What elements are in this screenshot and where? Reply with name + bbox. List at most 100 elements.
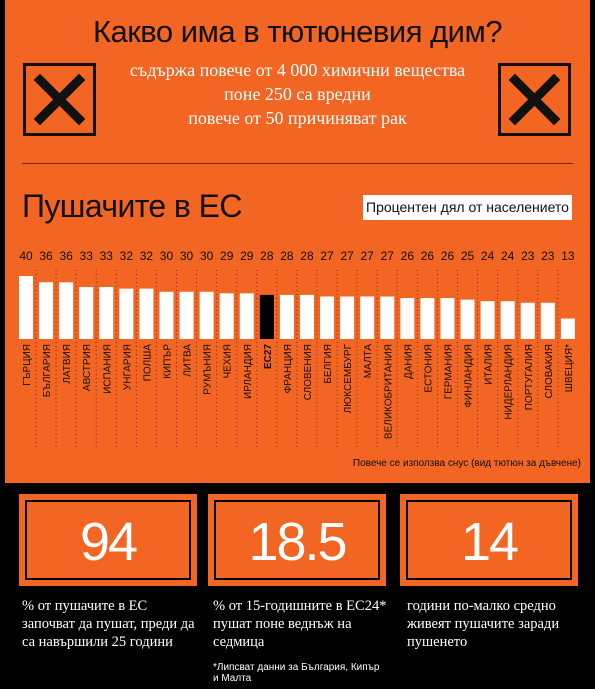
data-label: 28: [260, 249, 274, 263]
bar: [500, 301, 515, 339]
bar: [39, 282, 54, 339]
tick-label: ЛЮКСЕМБУРГ: [343, 343, 354, 413]
stat-value: 94: [79, 512, 138, 572]
data-label: 30: [200, 249, 214, 263]
data-label: 27: [361, 249, 375, 263]
data-label: 28: [280, 249, 294, 263]
tick-label: БЪЛГАРИЯ: [42, 344, 53, 397]
tick-label: ЛАТВИЯ: [62, 344, 73, 384]
bar-chart: 40 ГЪРЦИЯ 36 БЪЛГАРИЯ 36 ЛАТВИЯ 33 АВСТРИЯ 33 ИСП…: [19, 249, 575, 448]
bar: [560, 318, 575, 339]
bar: [219, 293, 234, 339]
stat-box-teen-smokers: 18.5: [208, 494, 386, 586]
tick-label: ПОРТУГАЛИЯ: [524, 344, 535, 410]
bar: [19, 276, 33, 339]
tick-label: ЕС27: [263, 344, 274, 369]
data-label: 26: [401, 249, 415, 263]
tick-label: ГЪРЦИЯ: [22, 344, 33, 386]
bar: [520, 302, 535, 339]
stat-value: 18.5: [248, 512, 347, 572]
stat-description: % от пушачите в ЕС започват да пушат, пр…: [22, 598, 195, 650]
page-title: Какво има в тютюневия дим?: [92, 14, 503, 49]
orange-panel: [5, 0, 590, 483]
fact-line: поне 250 са вредни: [224, 84, 371, 104]
data-label: 27: [340, 249, 354, 263]
data-label: 32: [140, 249, 154, 263]
stat-description: % от 15-годишните в ЕС24* пушат поне вед…: [213, 598, 387, 650]
data-label: 29: [220, 249, 234, 263]
tick-label: НИДЕРЛАНДИЯ: [504, 344, 515, 420]
bar: [159, 291, 174, 339]
bar: [420, 298, 435, 339]
data-label: 29: [240, 249, 254, 263]
tick-label: ФИНЛАНДИЯ: [464, 344, 475, 408]
tick-label: ФРАНЦИЯ: [283, 344, 294, 393]
bar: [119, 288, 134, 339]
stat-box-years-lost: 14: [400, 494, 578, 586]
tick-label: ИРЛАНДИЯ: [243, 344, 254, 399]
tick-label: ИТАЛИЯ: [484, 344, 495, 385]
tick-label: ГЕРМАНИЯ: [443, 344, 454, 399]
data-label: 26: [421, 249, 435, 263]
tick-label: РУМЪНИЯ: [203, 344, 214, 395]
chart-legend: Процентен дял от населението: [363, 195, 572, 220]
bar: [239, 293, 254, 339]
bar: [460, 299, 475, 339]
data-label: 26: [441, 249, 455, 263]
bar: [400, 298, 415, 339]
bar: [179, 291, 194, 339]
tick-label: АВСТРИЯ: [82, 344, 93, 391]
tick-label: ДАНИЯ: [403, 344, 414, 379]
data-label: 27: [381, 249, 395, 263]
data-label: 25: [461, 249, 475, 263]
bar: [139, 288, 154, 339]
data-label: 23: [541, 249, 555, 263]
data-label: 24: [481, 249, 495, 263]
data-label: 13: [561, 249, 575, 263]
bar: [320, 296, 335, 339]
data-label: 36: [39, 249, 53, 263]
tick-label: БЕЛГИЯ: [323, 344, 334, 384]
bar: [199, 291, 214, 339]
bar: [380, 296, 395, 339]
data-label: 40: [19, 249, 33, 263]
data-label: 30: [180, 249, 194, 263]
tick-label: УНГАРИЯ: [122, 344, 133, 390]
tick-label: МАЛТА: [363, 344, 374, 379]
data-label: 27: [320, 249, 334, 263]
tick-label: ЧЕХИЯ: [223, 344, 234, 378]
tick-label: СЛОВЕНИЯ: [303, 344, 314, 400]
bar: [540, 302, 555, 339]
divider: [22, 163, 573, 164]
data-label: 24: [501, 249, 515, 263]
hazard-x-icon: [498, 63, 571, 136]
tick-label: ИСПАНИЯ: [102, 344, 113, 394]
bar: [99, 287, 114, 339]
data-label: 30: [160, 249, 174, 263]
bar: [279, 294, 294, 339]
fact-line: съдържа повече от 4 000 химични вещества: [129, 60, 466, 80]
data-label: 33: [100, 249, 114, 263]
hazard-x-icon: [23, 63, 96, 136]
bar: [259, 294, 274, 339]
stat-footnote: *Липсват данни за България, Кипър и Малт…: [213, 662, 380, 684]
tick-label: ВЕЛИКОБРИТАНИЯ: [383, 344, 394, 439]
data-label: 28: [300, 249, 314, 263]
chart-title: Пушачите в ЕС: [22, 188, 242, 224]
chart-footnote: Повече се използва снус (вид тютюн за дъ…: [352, 458, 581, 469]
stat-description: години по-малко средно живеят пушачите з…: [407, 598, 560, 650]
bar: [440, 298, 455, 339]
bar: [59, 282, 74, 339]
bar: [480, 301, 495, 339]
bar: [360, 296, 375, 339]
bar: [79, 287, 94, 339]
fact-line: повече от 50 причиняват рак: [188, 108, 407, 128]
tick-label: ПОЛША: [142, 344, 153, 382]
data-label: 32: [120, 249, 134, 263]
bar: [340, 296, 355, 339]
data-label: 36: [59, 249, 73, 263]
smoke-facts: съдържа повече от 4 000 химични вещества…: [0, 58, 595, 130]
data-label: 23: [521, 249, 535, 263]
tick-label: ЛИТВА: [183, 344, 194, 377]
